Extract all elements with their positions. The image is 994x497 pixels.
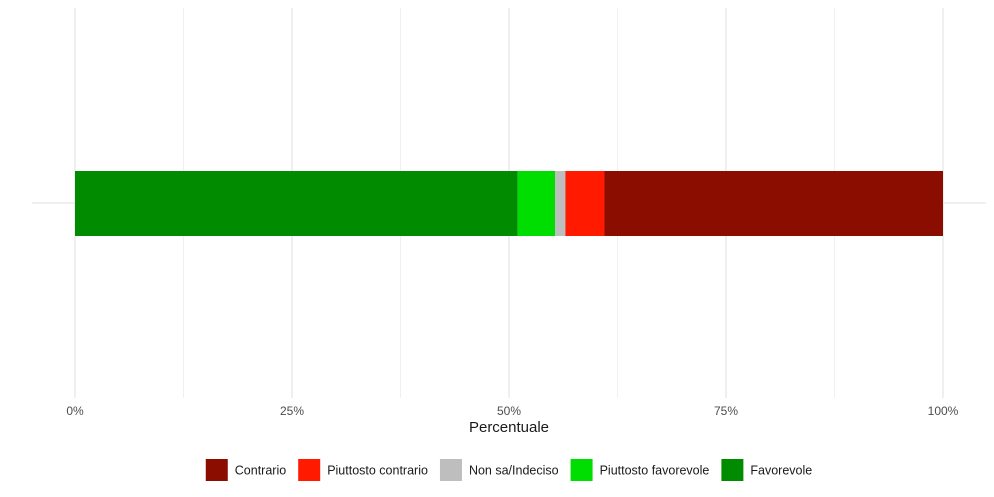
legend-swatch [721,459,744,481]
legend-swatch [439,459,462,481]
x-axis-title: Percentuale [469,419,549,436]
x-tick-label: 100% [928,404,959,418]
legend-label: Favorevole [750,464,812,478]
legend: Contrario Piuttosto contrario Non sa/Indec… [205,459,812,481]
x-tick-label: 25% [280,404,304,418]
legend-swatch [205,459,228,481]
bar-segments [75,171,943,236]
legend-label: Piuttosto contrario [327,464,428,478]
legend-label: Non sa/Indeciso [469,464,559,478]
legend-label: Contrario [235,464,286,478]
x-axis-ticks: 0% 25% 50% 75% 100% [66,404,958,418]
bar-segment-2 [555,171,566,236]
legend-label: Piuttosto favorevole [600,464,710,478]
bar-segment-4 [604,171,943,236]
legend-swatch [570,459,593,481]
bar-segment-1 [517,171,556,236]
bar-segment-0 [75,171,518,236]
legend-swatch [298,459,321,481]
x-tick-label: 50% [497,404,521,418]
x-tick-label: 75% [714,404,738,418]
bar-segment-3 [565,171,605,236]
x-tick-label: 0% [66,404,84,418]
